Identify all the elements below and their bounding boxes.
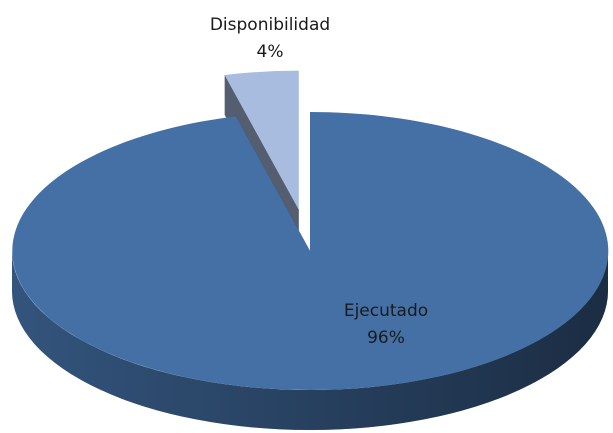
slice (224, 70, 299, 210)
pie (12, 70, 609, 430)
slice-value-label: 4% (257, 42, 284, 62)
side-shade (12, 251, 608, 430)
slice-label: Ejecutado (344, 301, 428, 321)
slice-value-label: 96% (367, 328, 405, 348)
slice (12, 111, 609, 390)
slice-label: Disponibilidad (210, 15, 330, 35)
